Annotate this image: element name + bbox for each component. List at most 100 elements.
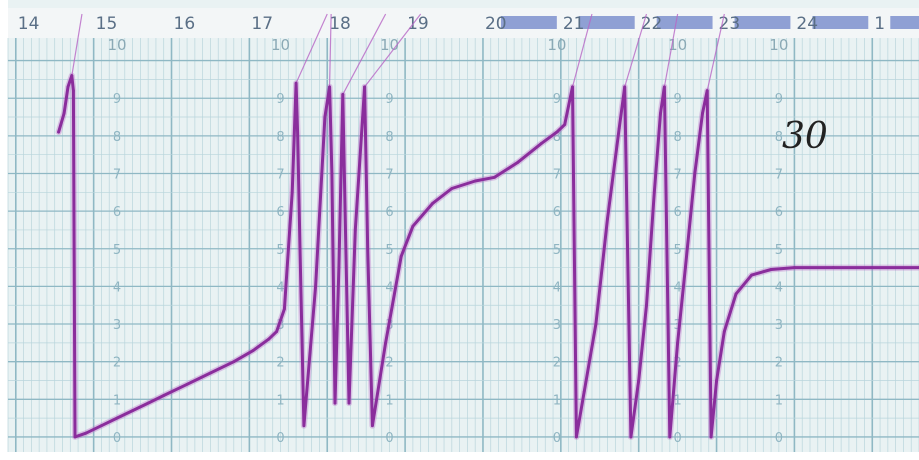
value-tick-label: 4 [553, 280, 561, 295]
data-point [705, 89, 709, 93]
data-point [831, 266, 835, 269]
data-point [659, 111, 662, 115]
hour-label: 21 [563, 14, 585, 34]
value-tick-label: 10 [107, 36, 126, 54]
header-band [656, 16, 713, 29]
hour-label: 1 [874, 14, 885, 34]
data-point [232, 360, 236, 364]
data-point [571, 85, 574, 89]
data-point [290, 190, 294, 194]
data-point [701, 111, 704, 115]
peak-leader-lines [71, 13, 725, 95]
value-tick-label: 1 [276, 393, 284, 408]
data-point [623, 85, 627, 89]
data-point [617, 126, 621, 130]
value-tick-label: 3 [673, 318, 681, 333]
header-band [578, 16, 635, 29]
data-point [363, 85, 367, 89]
data-point [66, 85, 70, 89]
peak-leader-line [295, 13, 328, 84]
value-tick-label: 9 [553, 92, 561, 107]
peak-leader-line [342, 13, 387, 95]
data-point [146, 401, 150, 405]
hour-label: 24 [796, 14, 818, 34]
value-tick-label: 7 [385, 167, 393, 182]
hour-label: 14 [18, 14, 40, 34]
value-tick-label: 5 [385, 243, 393, 258]
value-tick-label: 2 [553, 356, 561, 371]
data-point [793, 266, 796, 269]
data-point [384, 341, 388, 345]
data-point [734, 292, 738, 296]
value-tick-label: 9 [276, 92, 284, 107]
data-point [302, 424, 306, 428]
data-point [72, 89, 75, 93]
value-tick-label: 4 [276, 280, 284, 295]
value-tick-label: 5 [775, 243, 783, 258]
data-point [371, 424, 374, 428]
data-point [115, 416, 119, 420]
handwritten-note: 30 [782, 116, 828, 157]
data-point [430, 202, 434, 206]
value-tick-label: 7 [775, 167, 783, 182]
hour-label: 16 [174, 14, 196, 34]
data-point [343, 209, 347, 213]
data-point [185, 382, 189, 386]
chart-grid [7, 38, 919, 452]
header-band [890, 16, 919, 29]
data-point [100, 424, 103, 428]
hour-label: 15 [96, 14, 118, 34]
data-point [209, 371, 212, 375]
value-tick-label: 9 [775, 92, 783, 107]
value-tick-label: 5 [276, 243, 284, 258]
value-tick-label: 0 [385, 431, 393, 446]
value-tick-label: 6 [553, 205, 561, 220]
data-point [473, 179, 477, 183]
peak-leader-line [364, 13, 422, 88]
value-tick-label: 6 [276, 205, 284, 220]
value-tick-label: 2 [276, 356, 284, 371]
data-point [131, 409, 134, 412]
data-point [162, 394, 166, 397]
value-tick-label: 6 [385, 205, 393, 220]
data-point [606, 217, 609, 221]
header-band [500, 16, 557, 29]
value-tick-label: 8 [276, 130, 284, 145]
data-point [366, 247, 370, 251]
value-tick-label: 7 [276, 167, 284, 182]
hour-label: 18 [329, 14, 351, 34]
data-point [693, 172, 697, 175]
data-point [84, 431, 88, 435]
hour-label: 23 [719, 14, 741, 34]
value-tick-label: 1 [553, 393, 561, 408]
value-tick-label: 8 [113, 130, 121, 145]
data-point [652, 190, 656, 194]
data-point [715, 379, 718, 382]
value-tick-label: 2 [673, 356, 681, 371]
data-point [314, 285, 317, 288]
data-point [275, 330, 279, 333]
peak-leader-line [71, 13, 83, 76]
peak-leader-line [571, 13, 593, 88]
data-point [722, 330, 726, 333]
data-point [298, 247, 302, 251]
value-tick-label: 3 [276, 318, 284, 333]
value-tick-label: 7 [553, 167, 561, 182]
value-tick-label: 8 [673, 130, 681, 145]
chart-paper [8, 0, 919, 452]
value-tick-label: 6 [775, 205, 783, 220]
data-point [493, 175, 497, 179]
data-point [662, 85, 666, 89]
value-tick-label: 9 [673, 92, 681, 107]
value-tick-label: 0 [673, 431, 681, 446]
header-band [734, 16, 791, 29]
data-point [323, 115, 327, 119]
value-tick-label: 8 [553, 130, 561, 145]
value-tick-label: 0 [113, 431, 121, 446]
data-point [73, 435, 77, 439]
data-point [353, 228, 357, 232]
value-tick-label: 10 [271, 36, 290, 54]
data-point [668, 435, 672, 439]
peak-leader-line [706, 13, 725, 91]
